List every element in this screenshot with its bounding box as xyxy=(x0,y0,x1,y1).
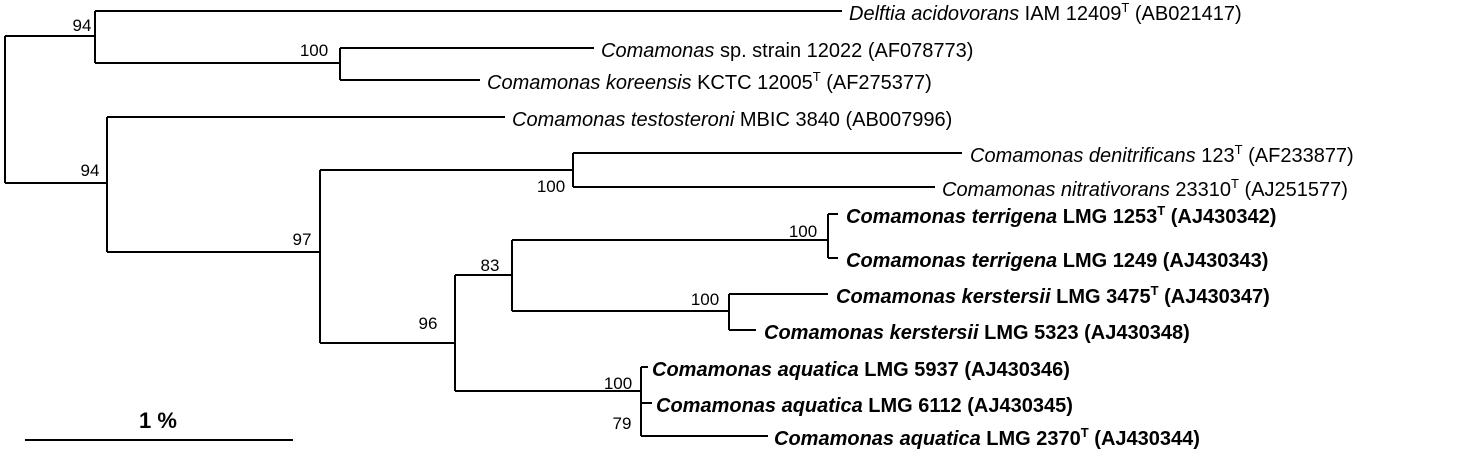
taxa-labels: Delftia acidovorans IAM 12409T (AB021417… xyxy=(487,0,1354,450)
type-strain-marker: T xyxy=(1121,0,1129,15)
taxon-strain: LMG 5937 (AJ430346) xyxy=(859,359,1070,381)
taxon-strain: LMG 3475 xyxy=(1051,286,1151,308)
bootstrap-values: 94 100 94 97 100 96 83 100 100 100 79 xyxy=(73,16,818,433)
taxon-accession: (AF233877) xyxy=(1243,145,1354,167)
type-strain-marker: T xyxy=(1235,142,1243,157)
scale-bar: 1 % xyxy=(25,408,293,441)
taxon-strain: MBIC 3840 (AB007996) xyxy=(734,109,952,131)
taxon-label-terrigena1249: Comamonas terrigena LMG 1249 (AJ430343) xyxy=(846,250,1268,272)
bootstrap-value: 100 xyxy=(300,41,328,60)
taxon-strain: LMG 1249 (AJ430343) xyxy=(1057,250,1268,272)
taxon-strain: KCTC 12005 xyxy=(692,72,813,94)
taxon-label-kerstersii5323: Comamonas kerstersii LMG 5323 (AJ430348) xyxy=(764,322,1190,344)
taxon-label-testosteroni: Comamonas testosteroni MBIC 3840 (AB0079… xyxy=(512,109,952,131)
bootstrap-value: 94 xyxy=(81,161,100,180)
taxon-accession: (AJ430344) xyxy=(1089,428,1200,450)
bootstrap-value: 96 xyxy=(419,314,438,333)
type-strain-marker: T xyxy=(1151,283,1159,298)
taxon-label-terrigena1253: Comamonas terrigena LMG 1253T (AJ430342) xyxy=(846,203,1276,228)
bootstrap-value: 94 xyxy=(73,16,92,35)
taxon-species-name: Comamonas aquatica xyxy=(656,395,863,417)
taxon-species-name: Comamonas testosteroni xyxy=(512,109,735,131)
taxon-label-sp12022: Comamonas sp. strain 12022 (AF078773) xyxy=(601,40,973,62)
taxon-label-aquatica2370: Comamonas aquatica LMG 2370T (AJ430344) xyxy=(774,425,1200,450)
taxon-species-name: Comamonas denitrificans xyxy=(970,145,1196,167)
taxon-label-kerstersii3475: Comamonas kerstersii LMG 3475T (AJ430347… xyxy=(836,283,1270,308)
taxon-species-name: Comamonas kerstersii xyxy=(836,286,1051,308)
taxon-strain: 123 xyxy=(1196,145,1235,167)
taxon-strain: LMG 5323 (AJ430348) xyxy=(979,322,1190,344)
taxon-species-name: Comamonas nitrativorans xyxy=(942,179,1170,201)
taxon-strain: LMG 1253 xyxy=(1057,206,1157,228)
taxon-strain: 23310 xyxy=(1170,179,1231,201)
taxon-species-name: Comamonas terrigena xyxy=(846,206,1057,228)
taxon-species-name: Comamonas koreensis xyxy=(487,72,692,94)
taxon-label-aquatica6112: Comamonas aquatica LMG 6112 (AJ430345) xyxy=(656,395,1073,417)
bootstrap-value: 100 xyxy=(691,290,719,309)
taxon-species-name: Comamonas terrigena xyxy=(846,250,1057,272)
taxon-strain: LMG 2370 xyxy=(981,428,1081,450)
taxon-accession: (AF275377) xyxy=(821,72,932,94)
type-strain-marker: T xyxy=(813,69,821,84)
taxon-species-name: Delftia acidovorans xyxy=(849,3,1019,25)
taxon-species-name: Comamonas xyxy=(601,40,714,62)
taxon-species-name: Comamonas kerstersii xyxy=(764,322,979,344)
tree-branches xyxy=(4,10,962,437)
bootstrap-value: 100 xyxy=(789,222,817,241)
taxon-label-nitrativorans: Comamonas nitrativorans 23310T (AJ251577… xyxy=(942,176,1348,201)
taxon-accession: (AJ430347) xyxy=(1159,286,1270,308)
scale-bar-label: 1 % xyxy=(139,408,177,433)
taxon-label-aquatica5937: Comamonas aquatica LMG 5937 (AJ430346) xyxy=(652,359,1070,381)
type-strain-marker: T xyxy=(1081,425,1089,440)
bootstrap-value: 100 xyxy=(537,177,565,196)
bootstrap-value: 97 xyxy=(293,230,312,249)
type-strain-marker: T xyxy=(1231,176,1239,191)
type-strain-marker: T xyxy=(1157,203,1165,218)
bootstrap-value: 100 xyxy=(604,374,632,393)
taxon-species-name: Comamonas aquatica xyxy=(774,428,981,450)
taxon-strain: IAM 12409 xyxy=(1019,3,1121,25)
taxon-label-koreensis: Comamonas koreensis KCTC 12005T (AF27537… xyxy=(487,69,932,94)
taxon-strain: LMG 6112 (AJ430345) xyxy=(863,395,1073,417)
bootstrap-value: 83 xyxy=(481,256,500,275)
taxon-label-delftia: Delftia acidovorans IAM 12409T (AB021417… xyxy=(849,0,1242,25)
taxon-accession: (AJ251577) xyxy=(1239,179,1348,201)
taxon-label-denitrificans: Comamonas denitrificans 123T (AF233877) xyxy=(970,142,1354,167)
bootstrap-value: 79 xyxy=(613,414,632,433)
taxon-accession: (AB021417) xyxy=(1129,3,1241,25)
taxon-species-name: Comamonas aquatica xyxy=(652,359,859,381)
taxon-strain: sp. strain 12022 (AF078773) xyxy=(714,40,973,62)
taxon-accession: (AJ430342) xyxy=(1165,206,1276,228)
